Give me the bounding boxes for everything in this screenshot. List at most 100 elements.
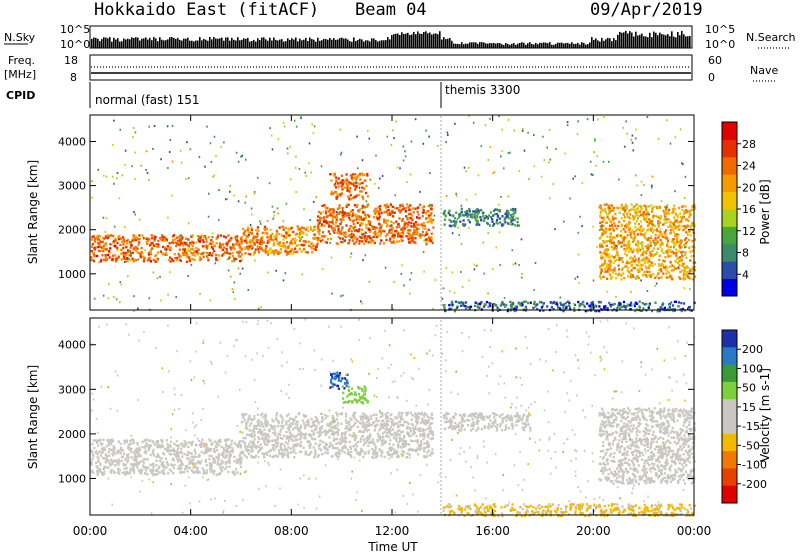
heatmap-cell <box>221 248 225 252</box>
heatmap-cell <box>150 249 153 252</box>
heatmap-cell <box>104 235 107 238</box>
heatmap-cell <box>392 230 395 234</box>
heatmap-cell <box>524 305 527 309</box>
heatmap-cell <box>569 197 571 200</box>
heatmap-cell <box>658 254 661 257</box>
heatmap-cell <box>119 237 122 240</box>
heatmap-cell <box>273 214 275 217</box>
heatmap-cell <box>92 439 95 442</box>
heatmap-cell <box>411 239 414 242</box>
heatmap-cell <box>95 461 98 465</box>
heatmap-cell <box>429 214 432 217</box>
heatmap-cell <box>115 260 118 263</box>
heatmap-cell <box>372 239 375 243</box>
heatmap-cell <box>572 177 574 180</box>
heatmap-cell <box>350 198 353 201</box>
heatmap-cell <box>660 249 663 253</box>
heatmap-cell <box>328 208 332 211</box>
heatmap-cell <box>599 246 602 249</box>
heatmap-cell <box>145 443 148 447</box>
heatmap-cell <box>346 189 349 192</box>
heatmap-cell <box>635 214 638 217</box>
heatmap-cell <box>190 248 193 251</box>
noise-bar <box>657 35 659 48</box>
heatmap-cell <box>243 418 246 422</box>
heatmap-cell <box>552 183 555 186</box>
heatmap-cell <box>104 253 107 257</box>
heatmap-cell <box>634 205 637 208</box>
heatmap-cell <box>430 236 433 239</box>
heatmap-cell <box>342 294 344 297</box>
heatmap-cell <box>315 196 317 199</box>
heatmap-cell <box>138 446 141 449</box>
heatmap-cell <box>386 211 389 214</box>
heatmap-cell <box>379 411 382 415</box>
heatmap-cell <box>401 208 404 211</box>
heatmap-cell <box>198 259 201 262</box>
heatmap-cell <box>210 443 213 446</box>
heatmap-cell <box>97 468 100 471</box>
heatmap-cell <box>202 241 205 244</box>
heatmap-cell <box>267 253 270 256</box>
noise-bar <box>291 38 293 48</box>
heatmap-cell <box>132 248 136 251</box>
heatmap-cell <box>328 446 331 449</box>
heatmap-cell <box>153 443 156 446</box>
heatmap-cell <box>625 226 628 229</box>
heatmap-cell <box>683 278 685 281</box>
heatmap-cell <box>333 172 336 176</box>
heatmap-cell <box>630 260 633 263</box>
heatmap-cell <box>645 275 649 278</box>
heatmap-cell <box>460 204 463 207</box>
heatmap-cell <box>542 135 544 138</box>
heatmap-cell <box>310 171 312 174</box>
heatmap-cell <box>549 158 552 161</box>
heatmap-cell <box>690 255 693 258</box>
heatmap-cell <box>155 463 158 467</box>
heatmap-cell <box>666 204 669 207</box>
heatmap-cell <box>563 220 565 223</box>
heatmap-cell <box>368 280 371 283</box>
heatmap-cell <box>627 215 630 219</box>
heatmap-cell <box>237 267 240 270</box>
noise-bar <box>561 42 563 48</box>
heatmap-cell <box>410 221 413 225</box>
heatmap-cell <box>649 263 652 267</box>
heatmap-cell <box>594 139 596 142</box>
heatmap-cell <box>617 305 620 308</box>
heatmap-cell <box>320 216 323 220</box>
heatmap-cell <box>249 445 252 448</box>
heatmap-cell <box>231 451 234 454</box>
heatmap-cell <box>285 232 288 235</box>
heatmap-cell <box>359 440 362 443</box>
heatmap-cell <box>281 225 284 228</box>
heatmap-cell <box>350 174 353 178</box>
heatmap-cell <box>548 161 550 164</box>
heatmap-cell <box>161 253 164 256</box>
heatmap-cell <box>360 222 363 225</box>
heatmap-cell <box>314 453 317 456</box>
heatmap-cell <box>500 155 502 158</box>
heatmap-cell <box>549 197 551 200</box>
heatmap-cell <box>649 219 652 223</box>
heatmap-cell <box>216 460 219 463</box>
heatmap-cell <box>221 254 224 257</box>
heatmap-cell <box>688 238 691 242</box>
heatmap-cell <box>464 307 467 310</box>
heatmap-cell <box>145 240 148 244</box>
heatmap-cell <box>367 129 369 132</box>
heatmap-cell <box>324 414 327 417</box>
heatmap-cell <box>389 231 392 234</box>
heatmap-cell <box>317 435 321 438</box>
heatmap-cell <box>419 433 422 436</box>
heatmap-cell <box>303 243 306 246</box>
heatmap-cell <box>446 131 449 134</box>
noise-bar <box>685 36 687 48</box>
heatmap-cell <box>502 303 505 306</box>
noise-bar <box>545 42 547 48</box>
heatmap-cell <box>489 302 492 305</box>
heatmap-cell <box>299 441 302 444</box>
heatmap-cell <box>632 248 636 252</box>
cpid-label: CPID <box>6 89 35 102</box>
heatmap-cell <box>395 226 398 229</box>
